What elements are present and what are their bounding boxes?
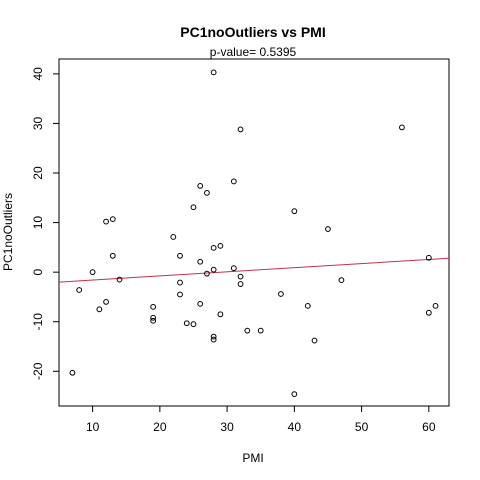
data-point	[150, 303, 157, 310]
data-point	[230, 265, 237, 272]
chart-subtitle: p-value= 0.5395	[210, 45, 297, 59]
data-point	[432, 302, 439, 309]
y-tick-label: -10	[31, 313, 45, 331]
data-point	[170, 234, 177, 240]
data-point	[197, 183, 204, 189]
x-tick-label: 10	[86, 420, 100, 434]
data-point	[237, 273, 244, 280]
data-point	[210, 336, 217, 343]
data-point	[177, 291, 183, 298]
data-point	[304, 302, 311, 309]
data-point	[425, 254, 432, 261]
y-tick-label: 30	[31, 116, 45, 130]
data-points	[69, 69, 439, 398]
data-point	[197, 258, 204, 265]
x-tick-label: 20	[153, 420, 167, 434]
data-point	[210, 69, 217, 76]
chart-title: PC1noOutliers vs PMI	[180, 24, 325, 40]
data-point	[217, 242, 224, 249]
data-point	[103, 299, 109, 305]
data-point	[244, 327, 251, 334]
data-point	[150, 317, 157, 324]
data-point	[69, 369, 76, 376]
x-axis-label: PMI	[242, 451, 263, 465]
data-point	[425, 309, 432, 316]
data-point	[116, 276, 123, 283]
x-tick-label: 30	[220, 420, 234, 434]
data-point	[177, 279, 183, 286]
data-point	[217, 311, 224, 318]
data-point	[325, 226, 331, 232]
data-point	[338, 277, 345, 283]
y-tick-label: -20	[31, 362, 45, 380]
data-point	[230, 178, 237, 185]
data-point	[237, 281, 244, 287]
data-point	[204, 270, 210, 277]
data-point	[96, 306, 103, 313]
y-tick-label: 40	[31, 67, 45, 81]
regression-line	[58, 257, 450, 283]
data-point	[190, 321, 197, 328]
data-point	[109, 252, 116, 259]
data-point	[197, 300, 204, 307]
y-tick-label: 20	[31, 166, 45, 180]
x-tick-label: 60	[422, 420, 436, 434]
data-point	[190, 204, 197, 211]
data-point	[291, 208, 298, 215]
x-tick-label: 50	[355, 420, 369, 434]
data-point	[399, 124, 405, 131]
plot-frame	[58, 58, 450, 407]
data-point	[89, 269, 96, 276]
data-point	[210, 244, 217, 251]
data-point	[76, 287, 83, 293]
fit-line-group	[58, 257, 450, 283]
data-point	[177, 252, 183, 259]
data-point	[150, 314, 157, 321]
data-point	[291, 391, 298, 398]
axes: 10 20 30 40 50 60 -20 -10 0 10 20 30 40	[31, 67, 436, 434]
data-point	[277, 291, 284, 297]
data-point	[257, 327, 264, 334]
data-point	[204, 189, 210, 196]
data-point	[311, 337, 318, 344]
y-tick-label: 0	[31, 269, 45, 276]
data-point	[109, 216, 116, 223]
y-axis-label: PC1noOutliers	[1, 193, 15, 271]
data-point	[103, 218, 109, 225]
data-point	[183, 320, 190, 327]
x-tick-label: 40	[288, 420, 302, 434]
data-point	[237, 126, 244, 133]
data-point	[210, 333, 217, 340]
y-tick-label: 10	[31, 216, 45, 230]
data-point	[210, 266, 217, 273]
